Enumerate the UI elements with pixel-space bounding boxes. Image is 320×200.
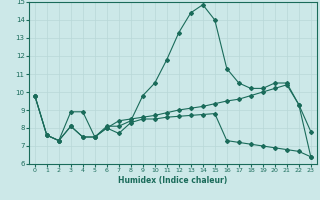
X-axis label: Humidex (Indice chaleur): Humidex (Indice chaleur) (118, 176, 228, 185)
